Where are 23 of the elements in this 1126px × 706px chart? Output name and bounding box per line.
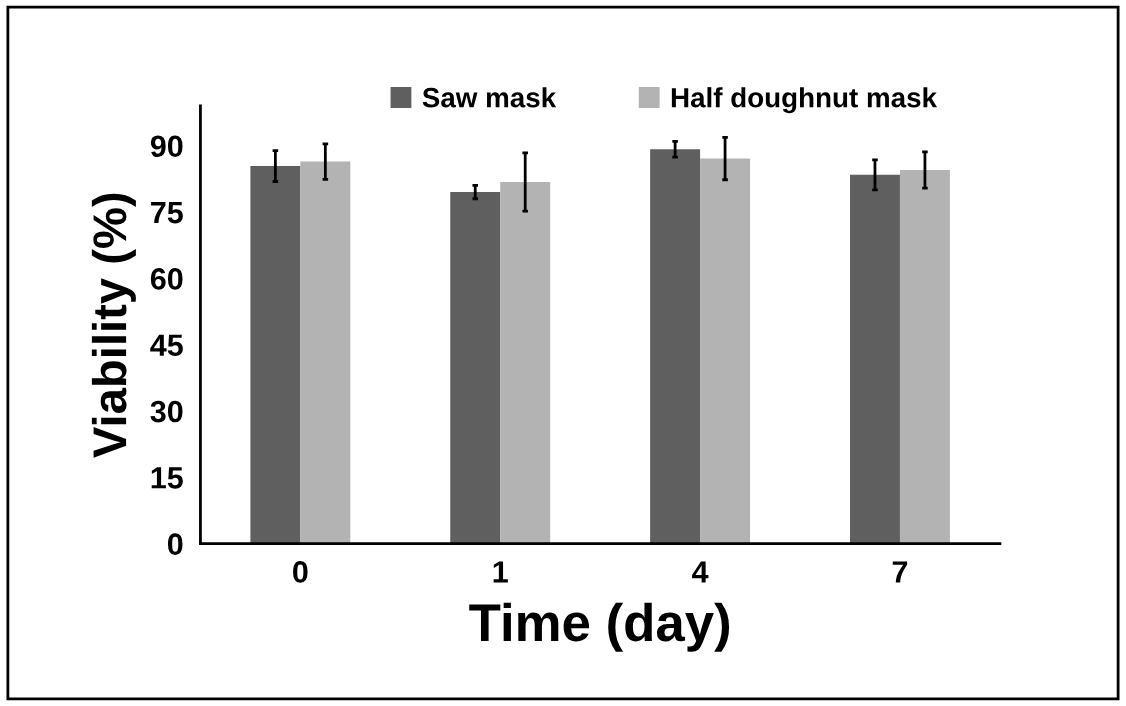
y-tick-label: 75 [151, 202, 183, 224]
y-tick-label: 15 [151, 467, 183, 489]
x-tick-label: 1 [493, 561, 508, 583]
y-axis-title: Viability (%) [91, 193, 136, 458]
y-tick-label: 90 [150, 135, 183, 158]
legend-label: Half doughnut mask [671, 87, 938, 114]
bar [650, 149, 701, 544]
x-tick-label: 4 [692, 561, 709, 583]
y-tick-label: 0 [167, 533, 183, 555]
bar [899, 170, 950, 544]
y-tick-label: 30 [150, 400, 183, 423]
bar [849, 174, 900, 544]
x-axis-title: Time (day) [469, 602, 730, 652]
y-tick-label: 60 [150, 268, 183, 290]
x-tick-label: 7 [892, 561, 908, 583]
x-tick-label: 0 [293, 561, 308, 583]
bar [300, 161, 351, 544]
bar [500, 181, 551, 544]
bar [250, 166, 301, 544]
bar [700, 158, 751, 544]
y-tick-label: 45 [150, 334, 183, 357]
legend-label: Saw mask [422, 87, 557, 108]
bar [450, 192, 501, 544]
